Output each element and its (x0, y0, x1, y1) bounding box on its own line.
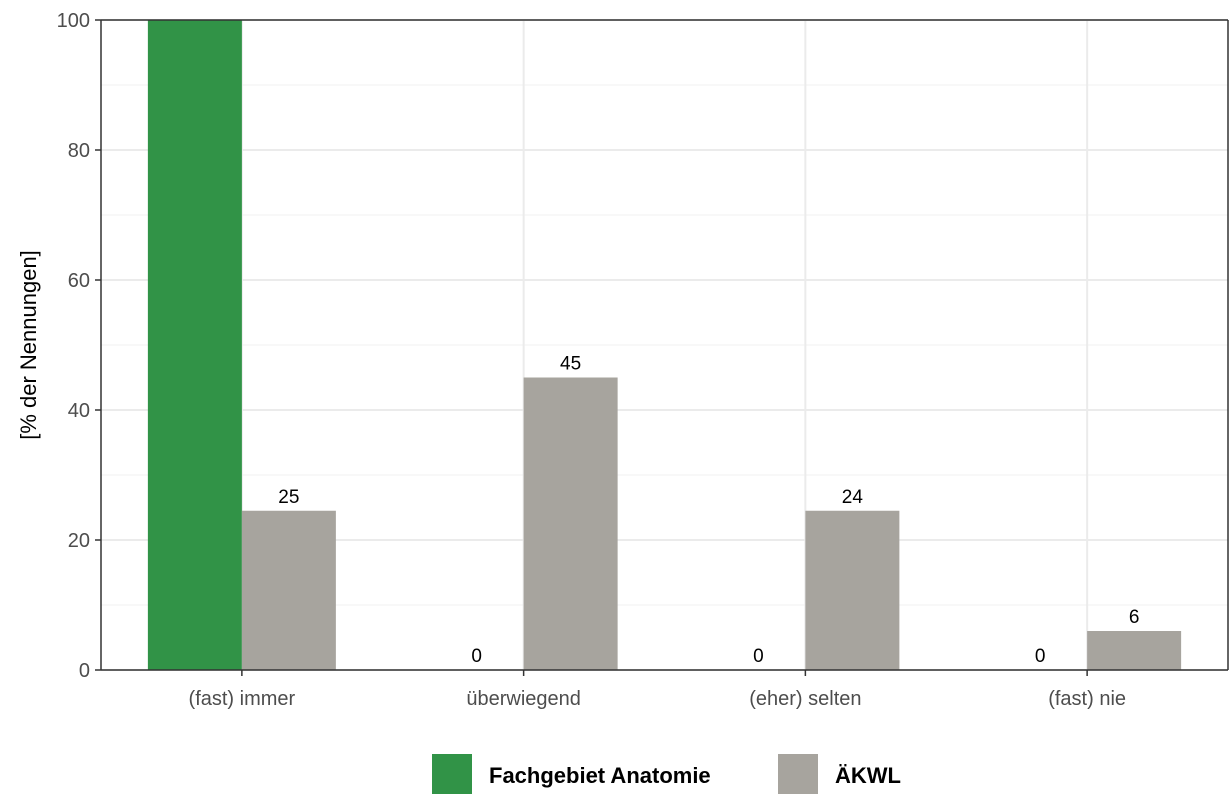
bar-aekwl (523, 377, 618, 670)
bar-aekwl (241, 510, 336, 670)
x-tick-label: (fast) nie (1048, 688, 1126, 710)
x-tick-label: überwiegend (466, 688, 581, 710)
data-label: 0 (753, 646, 764, 667)
y-axis-title: [% der Nennungen] (16, 250, 41, 440)
y-tick-label: 100 (57, 10, 90, 32)
y-tick-label: 40 (68, 400, 90, 422)
data-label: 45 (560, 354, 581, 375)
legend-swatch (432, 754, 472, 794)
y-tick-label: 60 (68, 270, 90, 292)
data-label: 6 (1129, 607, 1140, 628)
bars (147, 20, 1182, 670)
data-label: 0 (471, 646, 482, 667)
legend-label: Fachgebiet Anatomie (489, 763, 711, 788)
data-label: 0 (1035, 646, 1046, 667)
data-labels: 25 0 45 0 24 0 6 (278, 354, 1139, 668)
y-tick-label: 0 (79, 660, 90, 682)
bar-aekwl (805, 510, 900, 670)
legend-swatch (778, 754, 818, 794)
x-tick-label: (eher) selten (749, 688, 861, 710)
bar-aekwl (1087, 631, 1182, 670)
x-tick-label: (fast) immer (189, 688, 296, 710)
legend-label: ÄKWL (835, 763, 901, 788)
legend: Fachgebiet Anatomie ÄKWL (432, 754, 901, 794)
bar-fachgebiet-anatomie (147, 20, 242, 670)
data-label: 25 (278, 487, 299, 508)
data-label: 24 (842, 487, 864, 508)
y-tick-label: 20 (68, 530, 90, 552)
y-tick-label: 80 (68, 140, 90, 162)
